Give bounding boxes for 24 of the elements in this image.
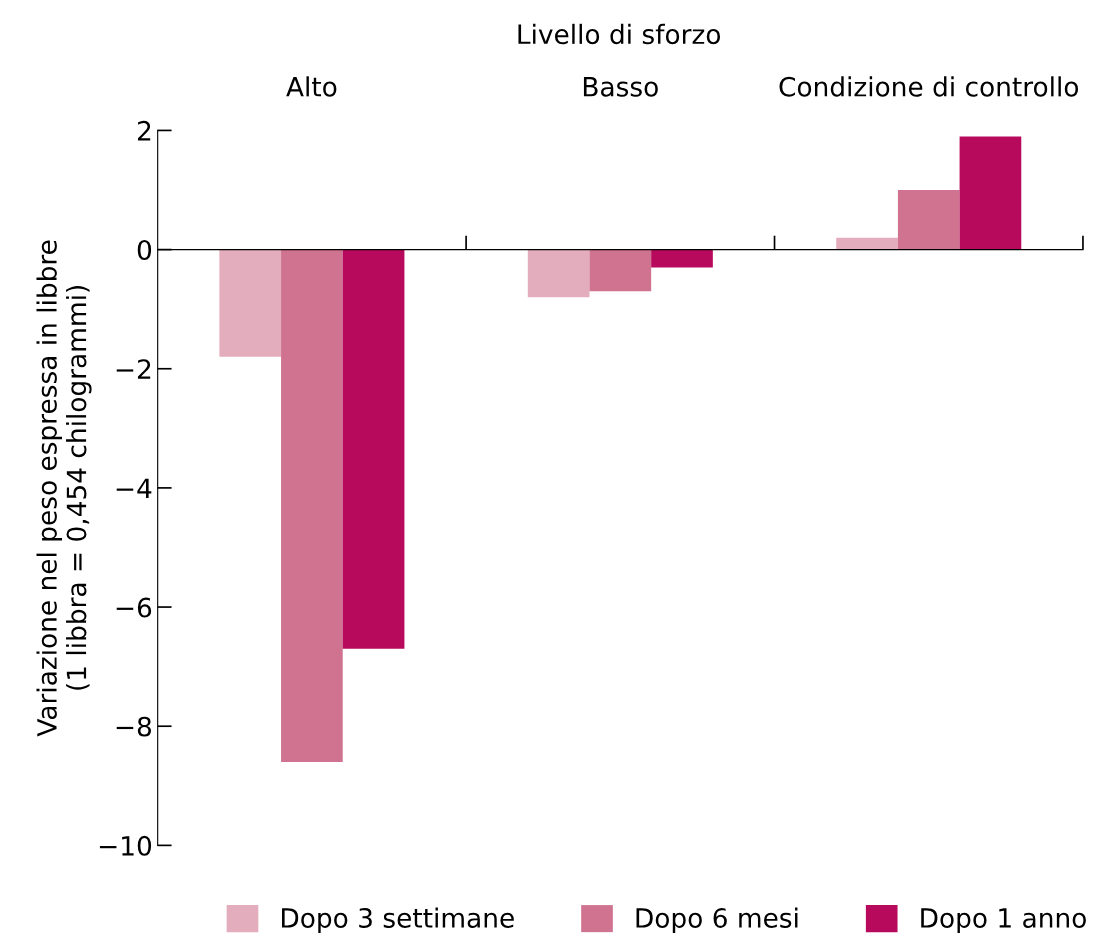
bar bbox=[342, 249, 405, 649]
bar bbox=[527, 249, 590, 298]
bar bbox=[589, 249, 652, 292]
bar bbox=[219, 249, 282, 357]
y-tick-label: −8 bbox=[116, 716, 152, 737]
bar bbox=[959, 136, 1022, 250]
chart-title: Livello di sforzo bbox=[518, 23, 721, 45]
legend-label: Dopo 6 mesi bbox=[636, 907, 798, 934]
legend-label: Dopo 3 settimane bbox=[282, 907, 514, 934]
y-tick-label: −6 bbox=[116, 597, 152, 618]
x-tick-label: Alto bbox=[286, 76, 337, 97]
legend-label: Dopo 1 anno bbox=[921, 908, 1086, 934]
bar bbox=[897, 190, 960, 250]
x-tick-label: Basso bbox=[583, 77, 658, 97]
y-tick-label: 2 bbox=[137, 120, 151, 141]
bar bbox=[836, 237, 898, 250]
y-tick-label: −10 bbox=[99, 835, 152, 856]
y-axis-title: Variazione nel peso espressa in libbre (1 libbra = 0,454 chilogrammi) bbox=[36, 240, 92, 737]
y-tick-label: −2 bbox=[116, 359, 151, 379]
y-tick-label: −4 bbox=[116, 478, 152, 498]
x-tick-label: Condizione di controllo bbox=[779, 76, 1079, 97]
y-tick-label: 0 bbox=[137, 240, 152, 260]
bar bbox=[651, 249, 713, 268]
bar bbox=[281, 249, 343, 762]
